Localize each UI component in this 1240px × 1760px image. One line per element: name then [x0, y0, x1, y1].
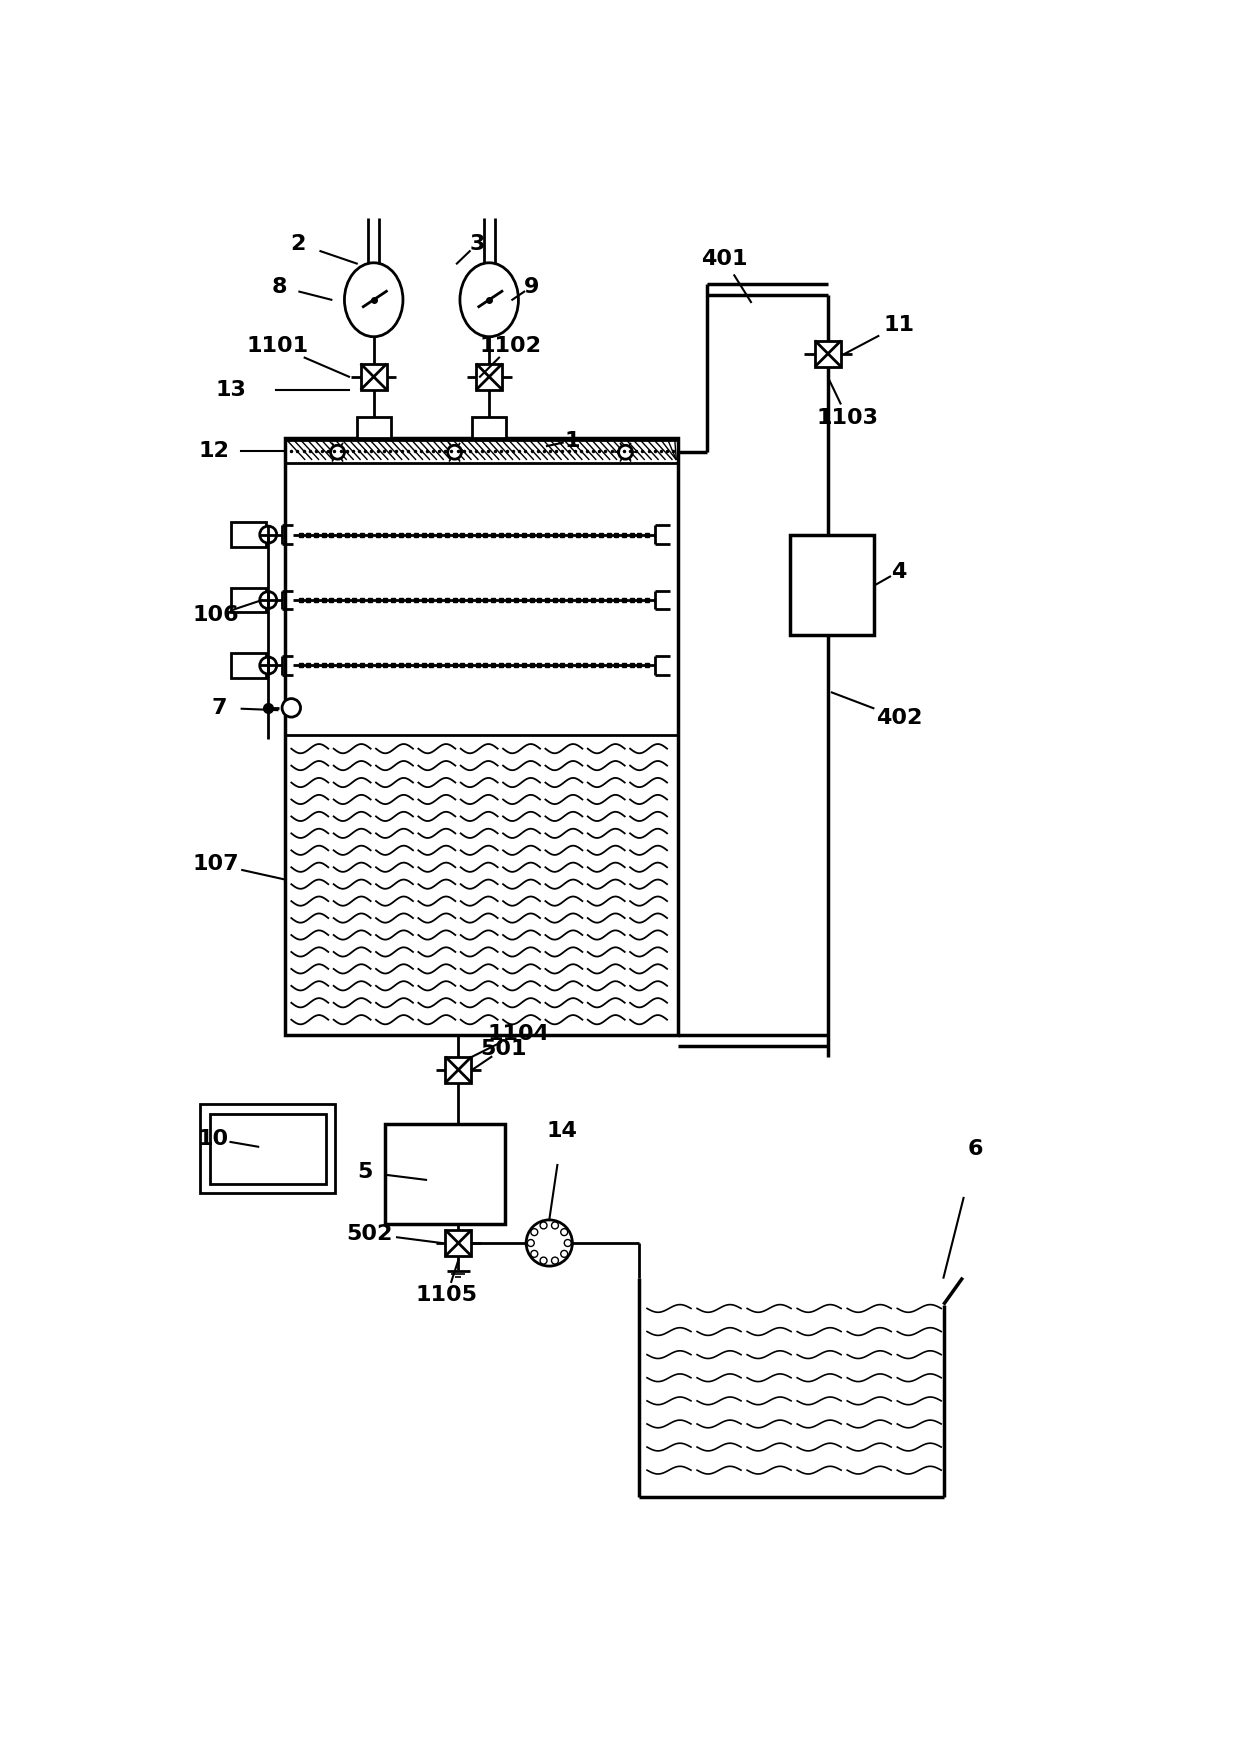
Bar	[476, 364, 502, 391]
Text: 11: 11	[883, 315, 914, 334]
Bar	[201, 1105, 335, 1193]
Circle shape	[331, 445, 345, 459]
Text: 1101: 1101	[247, 336, 309, 356]
Text: 2: 2	[290, 234, 306, 253]
Text: 401: 401	[701, 248, 748, 269]
Ellipse shape	[460, 262, 518, 336]
Bar	[445, 1230, 471, 1257]
Text: 501: 501	[480, 1038, 526, 1060]
Circle shape	[259, 591, 277, 609]
Text: 402: 402	[875, 708, 923, 729]
Text: 1103: 1103	[816, 408, 878, 428]
Bar	[285, 438, 678, 1035]
Bar	[231, 588, 265, 612]
Bar	[386, 1123, 505, 1223]
Circle shape	[619, 445, 632, 459]
Text: 10: 10	[198, 1130, 229, 1149]
Circle shape	[552, 1257, 558, 1264]
Bar	[231, 523, 265, 547]
Text: 13: 13	[216, 380, 247, 400]
Circle shape	[541, 1257, 547, 1264]
Circle shape	[259, 656, 277, 674]
Circle shape	[527, 1239, 534, 1246]
Text: 1102: 1102	[480, 336, 542, 356]
Bar	[445, 1056, 471, 1082]
Text: 1104: 1104	[487, 1024, 549, 1044]
Text: 7: 7	[212, 699, 227, 718]
Text: 1: 1	[564, 431, 580, 451]
Bar	[210, 1114, 326, 1184]
Text: 4: 4	[892, 561, 906, 581]
Text: 9: 9	[523, 276, 539, 297]
Bar	[231, 653, 265, 678]
Text: 107: 107	[192, 854, 239, 875]
Circle shape	[541, 1221, 547, 1228]
Circle shape	[531, 1228, 538, 1236]
Circle shape	[560, 1250, 568, 1257]
Bar	[357, 417, 391, 438]
Bar	[790, 535, 874, 635]
Text: 106: 106	[192, 605, 239, 625]
Circle shape	[564, 1239, 572, 1246]
Circle shape	[552, 1221, 558, 1228]
Circle shape	[448, 445, 461, 459]
Bar	[285, 440, 678, 463]
Text: 14: 14	[547, 1121, 578, 1140]
Text: 8: 8	[272, 276, 288, 297]
Text: 502: 502	[347, 1223, 393, 1244]
Text: 5: 5	[357, 1162, 372, 1183]
Ellipse shape	[345, 262, 403, 336]
Text: 12: 12	[198, 442, 229, 461]
Circle shape	[259, 526, 277, 544]
Circle shape	[281, 699, 300, 716]
Text: 1105: 1105	[415, 1285, 477, 1306]
Circle shape	[560, 1228, 568, 1236]
Circle shape	[531, 1250, 538, 1257]
Bar	[472, 417, 506, 438]
Text: 6: 6	[968, 1139, 983, 1160]
Text: 3: 3	[470, 234, 485, 253]
Circle shape	[526, 1220, 573, 1265]
Bar	[361, 364, 387, 391]
Bar	[815, 341, 841, 366]
